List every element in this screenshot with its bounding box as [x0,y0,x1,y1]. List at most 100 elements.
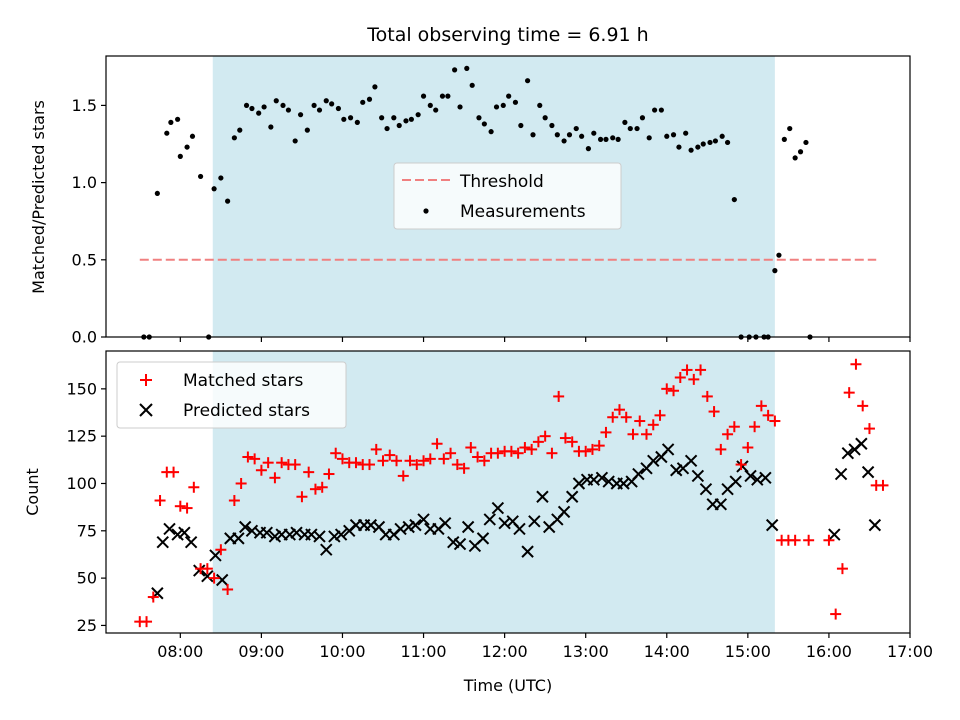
matched-star-point [309,483,321,495]
time-x-axis: 08:00 09:00 10:00 11:00 12:00 13:00 14:00 15:00… [157,633,933,661]
predicted-star-point [834,467,848,481]
measurement-point [476,115,482,121]
matched-star-point [877,479,889,491]
matched-star-point [147,591,159,603]
measurement-point [537,102,543,109]
matched-star-point [519,442,531,454]
predicted-star-point [461,520,475,534]
measurement-point [347,115,354,121]
measurement-point [360,99,366,105]
measurement-point [688,147,694,153]
matched-legend-swatch [140,374,152,386]
matched-star-point [363,459,375,471]
x-tick-label: 13:00 [563,642,609,661]
measurement-point [803,139,809,146]
ratio-x-ticks [179,337,911,342]
matched-star-point [397,470,409,482]
measurement-point [197,173,204,180]
matched-star-point [863,423,875,435]
matched-star-point [762,409,774,421]
matched-star-point [688,373,700,385]
matched-star-point [276,457,288,469]
measurement-point [154,190,160,197]
count-legend-box [116,361,347,429]
measurement-point [211,186,217,192]
predicted-star-point [417,513,430,526]
matched-star-point [222,583,234,595]
matched-star-point [296,491,308,503]
predicted-star-point [156,535,169,549]
predicted-star-point [209,549,222,562]
x-tick-label: 10:00 [319,642,365,661]
measurement-point [585,146,592,152]
measurement-point [500,102,506,109]
matched-star-point [249,453,261,465]
measurement-point [164,130,170,136]
matched-star-point [404,455,416,467]
matched-star-point [836,563,848,575]
matched-star-point [708,406,720,418]
measurement-point [249,105,255,112]
matched-star-point [350,457,362,469]
matched-star-point [141,616,153,628]
measurement-point [469,82,475,88]
measurement-point [280,102,286,109]
predicted-star-point [178,526,191,539]
measurement-point [427,102,433,109]
matched-star-point [438,453,450,465]
count-y-tick-label: 150 [66,379,97,398]
matched-stars-points [134,358,889,628]
threshold-legend-label: Threshold [459,172,544,192]
matched-star-point [600,426,612,438]
measurement-point [512,99,519,105]
predicted-star-point [691,469,705,483]
matched-star-point [668,385,680,397]
matched-star-point [553,390,565,402]
matched-star-point [722,428,734,440]
measurement-point [323,98,329,104]
matched-star-point [857,400,869,412]
x-tick-label: 12:00 [482,642,528,661]
measurement-point [452,67,458,73]
measurement-point [297,112,304,118]
measurements-legend-swatch [423,208,429,214]
measurement-point [776,252,782,258]
measurement-point [384,125,390,132]
measurement-point [464,65,470,71]
measurement-point [408,116,414,122]
matched-star-point [546,447,558,459]
measurement-point [366,96,373,102]
measurement-point [391,115,397,121]
matched-star-point [539,430,551,442]
predicted-star-point [528,515,541,528]
measurement-point [372,84,378,90]
predicted-star-point [729,475,742,488]
predicted-star-point [765,518,779,532]
measurement-point [634,125,640,132]
predicted-star-point [841,446,855,460]
measurement-point [261,104,267,110]
measurement-point [189,133,196,139]
measurement-point [445,93,451,99]
matched-star-point [228,495,240,507]
measurement-point [792,155,798,161]
matched-star-point [208,572,220,584]
measurement-point [712,138,719,144]
matched-star-point [377,455,389,467]
predicted-star-point [238,520,252,534]
predicted-star-point [438,517,452,530]
x-tick-label: 16:00 [806,642,852,661]
predicted-star-point [491,501,505,515]
measurement-point [488,129,494,135]
measurement-point [566,132,573,138]
matched-star-point [336,453,348,465]
matched-star-point [174,500,186,512]
matched-star-point [735,459,747,471]
measurement-point [542,115,548,121]
measurement-point [524,78,531,84]
measurement-point [268,124,274,130]
matched-star-point [384,449,396,461]
measurement-point [335,105,342,112]
count-y-tick-label: 100 [66,474,97,493]
measurement-point [664,133,670,139]
